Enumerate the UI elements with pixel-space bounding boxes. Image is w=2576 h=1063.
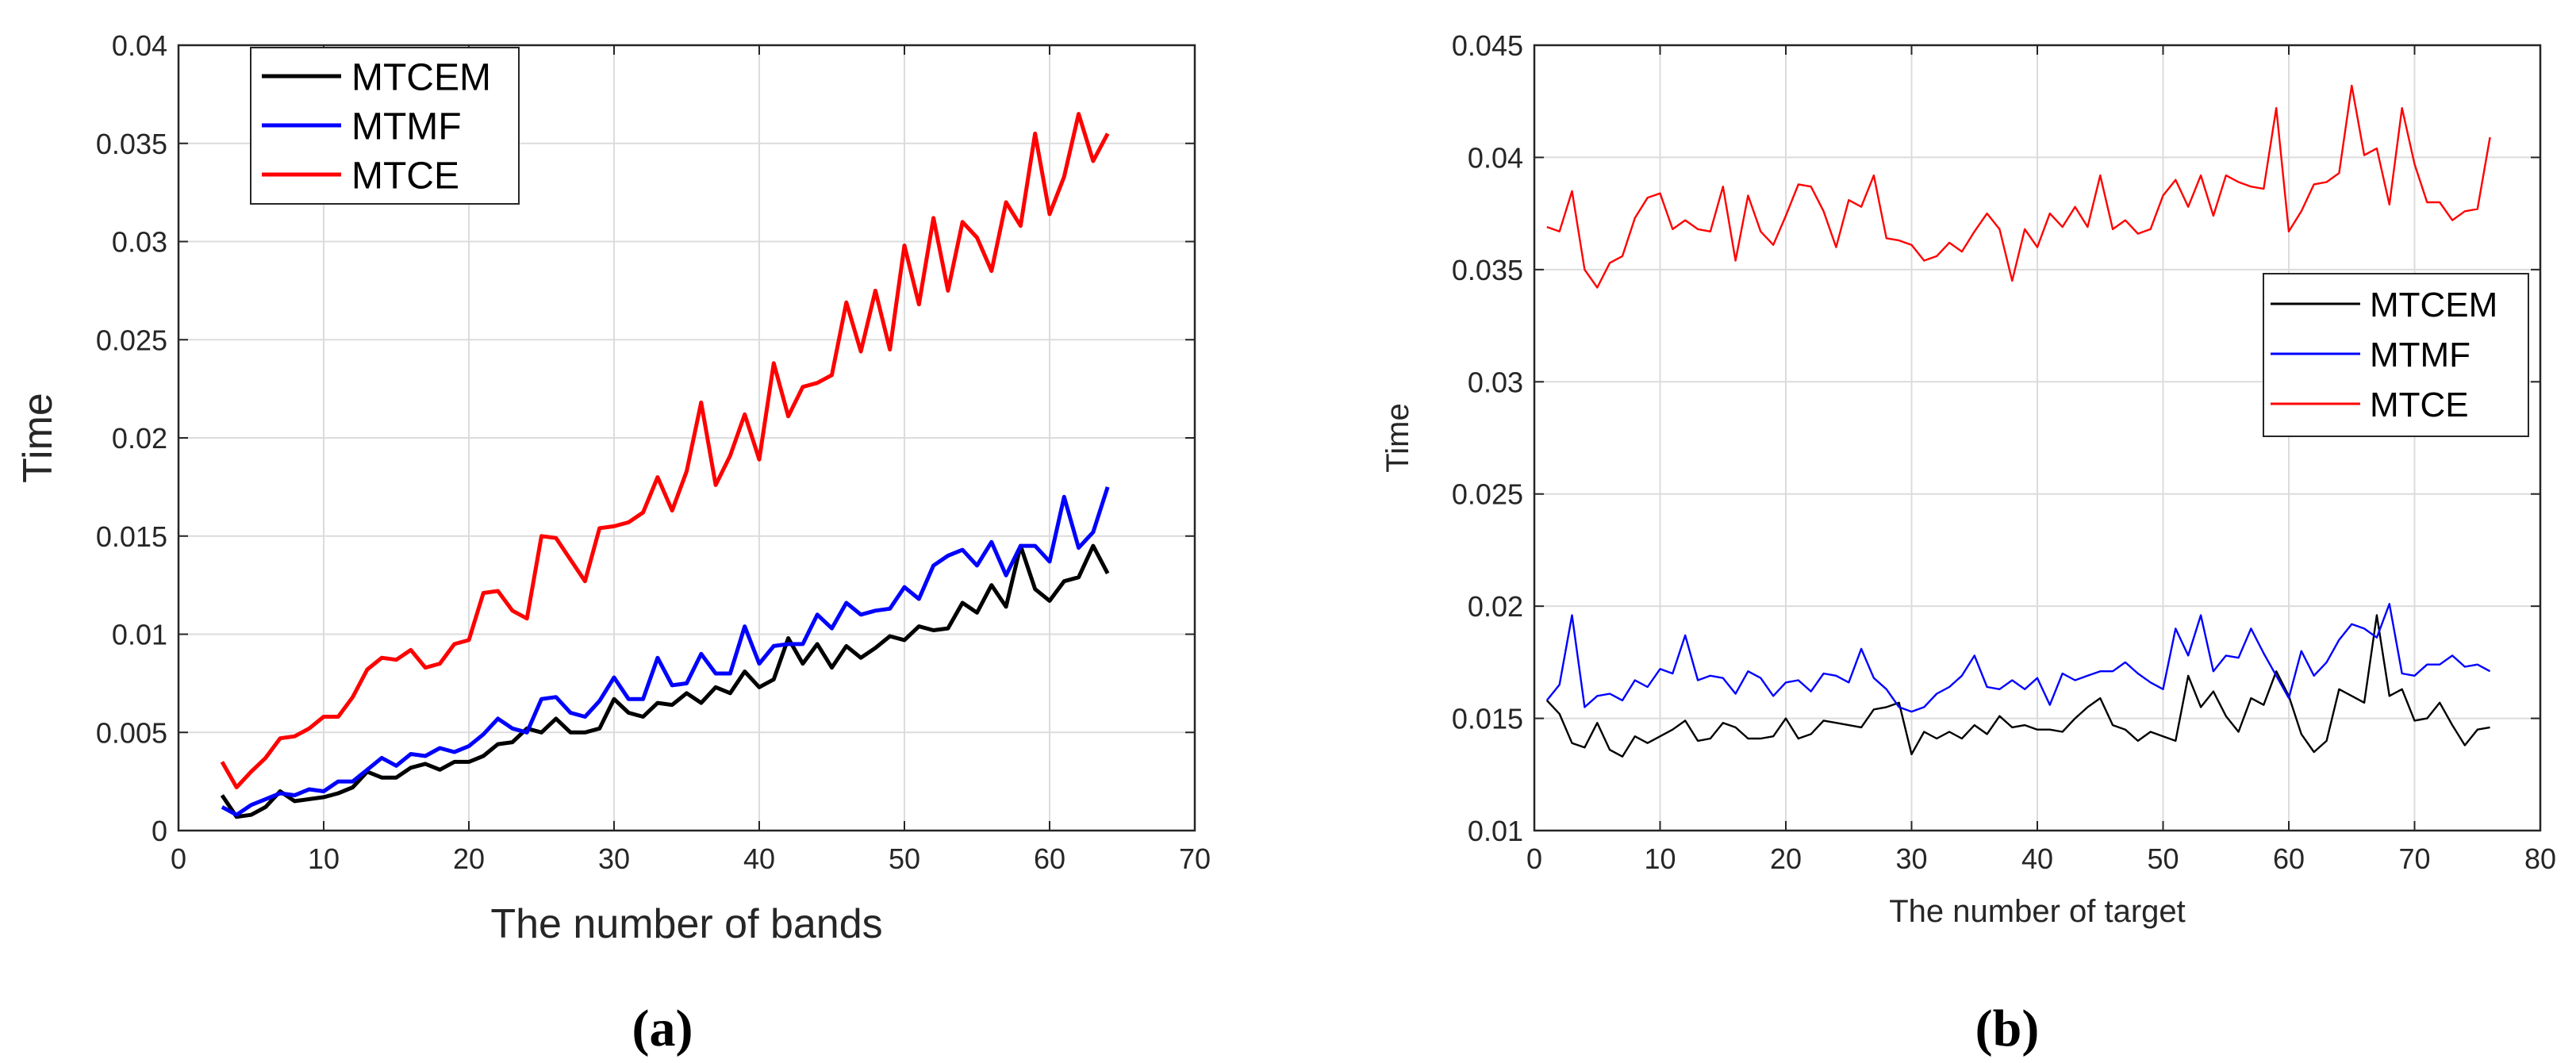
series-line-mtce — [220, 112, 1110, 789]
x-tick-label: 40 — [743, 842, 775, 875]
x-tick-label: 60 — [1034, 842, 1065, 875]
chart-panel-b: 0 10 20 30 40 50 60 70 80 0.01 0.015 0.02 0.025 0.03 0… — [1380, 29, 2556, 1057]
y-axis-label: Time — [1380, 403, 1415, 472]
y-tick-label: 0.015 — [1452, 703, 1523, 735]
series-line-mtcem — [1545, 614, 2490, 758]
legend-label-mtcem: MTCEM — [351, 56, 491, 98]
y-tick-label: 0.015 — [96, 520, 167, 553]
y-tick-label: 0.04 — [1468, 141, 1523, 174]
x-tick-label: 0 — [171, 842, 186, 875]
y-axis-label: Time — [15, 393, 61, 483]
legend-label-mtmf: MTMF — [351, 106, 462, 148]
y-tick-label: 0.01 — [112, 619, 167, 651]
y-tick-label: 0.035 — [1452, 254, 1523, 286]
legend: MTCEM MTMF MTCE — [250, 47, 520, 205]
series-line-mtmf — [1545, 603, 2491, 713]
chart-panel-a: 0 10 20 30 40 50 60 70 0 0.005 0.01 0.015 0.02 0.025 0… — [15, 29, 1211, 1057]
x-tick-label: 50 — [2147, 842, 2179, 875]
y-tick-label: 0.02 — [112, 422, 167, 455]
x-tick-label: 10 — [1644, 842, 1676, 875]
x-tick-label: 50 — [889, 842, 920, 875]
x-tick-label: 70 — [2398, 842, 2430, 875]
y-tick-label: 0.025 — [1452, 478, 1523, 511]
series-line-mtce — [1546, 84, 2491, 289]
x-tick-label: 10 — [308, 842, 340, 875]
x-tick-label: 80 — [2524, 842, 2556, 875]
x-tick-label: 20 — [1770, 842, 1802, 875]
panel-caption: (a) — [632, 1000, 693, 1057]
y-tick-label: 0.035 — [96, 128, 167, 160]
y-tick-label: 0.025 — [96, 324, 167, 356]
panel-caption: (b) — [1975, 1000, 2040, 1057]
x-axis-label: The number of bands — [490, 901, 882, 947]
y-tick-label: 0.04 — [112, 29, 167, 62]
legend-label-mtce: MTCE — [351, 155, 459, 197]
y-tick-label: 0.03 — [1468, 366, 1523, 398]
y-tick-label: 0 — [152, 815, 167, 847]
x-tick-label: 30 — [1895, 842, 1927, 875]
legend-label-mtmf: MTMF — [2370, 336, 2470, 374]
y-tick-label: 0.005 — [96, 716, 167, 749]
x-tick-label: 0 — [1526, 842, 1542, 875]
legend-label-mtce: MTCE — [2370, 386, 2469, 424]
y-tick-label: 0.01 — [1468, 815, 1523, 847]
y-tick-label: 0.03 — [112, 226, 167, 259]
x-tick-label: 60 — [2273, 842, 2305, 875]
y-tick-label: 0.045 — [1452, 29, 1523, 62]
legend-label-mtcem: MTCEM — [2370, 286, 2497, 324]
legend: MTCEM MTMF MTCE — [2263, 273, 2529, 437]
x-tick-label: 70 — [1179, 842, 1211, 875]
y-tick-label: 0.02 — [1468, 590, 1523, 623]
x-axis-label: The number of target — [1889, 894, 2186, 929]
series-line-mtcem — [220, 543, 1110, 819]
x-tick-label: 30 — [598, 842, 630, 875]
x-tick-label: 20 — [453, 842, 485, 875]
x-tick-label: 40 — [2021, 842, 2053, 875]
series-line-mtmf — [221, 486, 1110, 817]
